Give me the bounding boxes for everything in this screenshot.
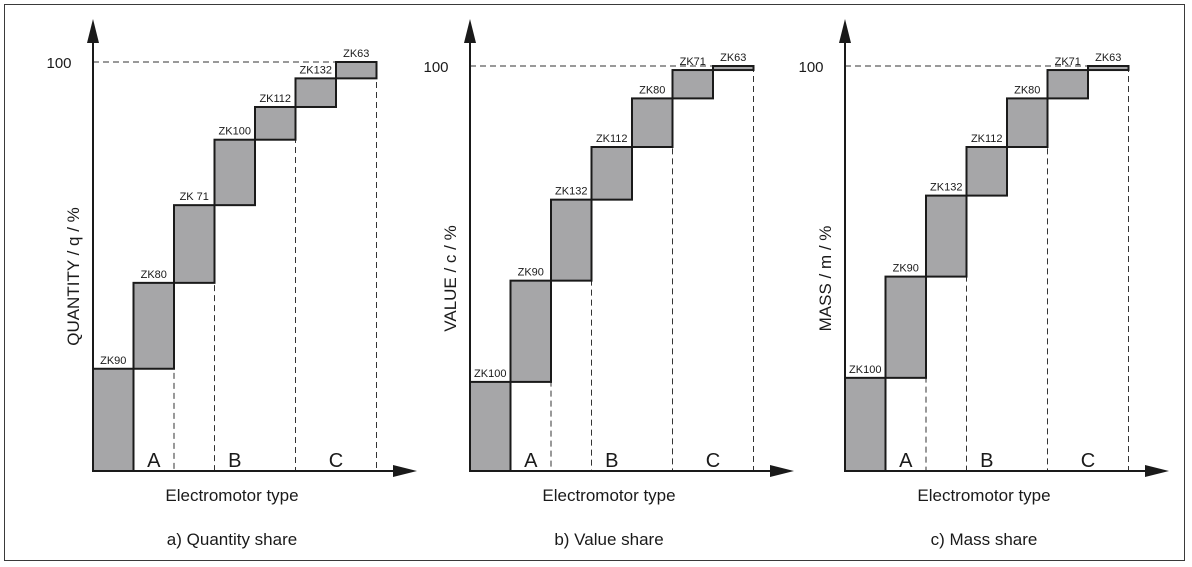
bar-label: ZK112	[971, 133, 1003, 145]
bar-zk63	[712, 65, 755, 72]
y-axis-arrow	[87, 19, 99, 43]
bar-zk71	[1046, 69, 1089, 100]
bar-label: ZK63	[1095, 52, 1121, 64]
bar-label: ZK132	[555, 186, 587, 198]
bar-zk90	[92, 367, 135, 472]
y-axis-label: VALUE / c / %	[441, 225, 460, 331]
bar-label: ZK63	[343, 48, 369, 60]
bar-label: ZK100	[474, 368, 506, 380]
figure-frame: ZK90 ZK80 ZK 71 ZK100 ZK112 ZK132 ZK63 100 QUANT…	[4, 4, 1185, 561]
group-label-b: B	[228, 450, 241, 472]
bar-label: ZK80	[1014, 84, 1040, 96]
bar-zk112	[590, 146, 633, 201]
bar-label: ZK132	[930, 182, 962, 194]
bar-label: ZK71	[680, 56, 706, 68]
group-label-b: B	[605, 450, 618, 472]
group-label-a: A	[524, 450, 538, 472]
bar-zk80	[132, 281, 175, 370]
bar-label: ZK90	[893, 263, 919, 275]
group-label-b: B	[980, 450, 993, 472]
x-axis-arrow	[1145, 465, 1169, 477]
bar-zk112	[254, 105, 297, 141]
bar-label: ZK100	[849, 364, 881, 376]
group-label-a: A	[899, 450, 913, 472]
bar-zk63	[1087, 65, 1130, 72]
chart-panel-mass: ZK100 ZK90 ZK132 ZK112 ZK80 ZK71 ZK63 100 MASS /…	[798, 19, 1169, 549]
bar-zk100	[844, 376, 887, 473]
bar-zk132	[550, 198, 593, 282]
x-axis-label: Electromotor type	[917, 486, 1050, 505]
bar-zk90	[509, 279, 552, 383]
bar-zk80	[1006, 97, 1049, 148]
bar-label: ZK100	[219, 126, 251, 138]
bar-label: ZK112	[596, 133, 628, 145]
bar-zk63	[335, 61, 378, 80]
group-label-c: C	[329, 450, 343, 472]
group-label-a: A	[147, 450, 161, 472]
bar-label: ZK132	[300, 64, 332, 76]
y-tick-label: 100	[46, 55, 71, 72]
bar-label: ZK63	[720, 52, 746, 64]
group-label-c: C	[706, 450, 720, 472]
bar-label: ZK71	[1055, 56, 1081, 68]
panel-caption: c) Mass share	[931, 530, 1038, 549]
bar-zk132	[925, 194, 968, 278]
y-axis-label: QUANTITY / q / %	[64, 207, 83, 346]
y-tick-label: 100	[798, 59, 823, 76]
y-axis-arrow	[464, 19, 476, 43]
y-tick-label: 100	[423, 59, 448, 76]
y-axis-label: MASS / m / %	[816, 226, 835, 332]
bar-zk90	[884, 275, 927, 379]
bar-zk80	[631, 97, 674, 148]
bar-label: ZK90	[100, 355, 126, 367]
bar-zk112	[965, 146, 1008, 197]
bar-label: ZK112	[259, 93, 291, 105]
bar-label: ZK80	[141, 269, 167, 281]
x-axis-arrow	[770, 465, 794, 477]
bar-label: ZK80	[639, 84, 665, 96]
bar-label: ZK 71	[180, 191, 209, 203]
bar-zk100	[213, 138, 256, 207]
bar-zk71	[671, 69, 714, 100]
chart-panel-value: ZK100 ZK90 ZK132 ZK112 ZK80 ZK71 ZK63 100 VALUE …	[423, 19, 794, 549]
group-label-c: C	[1081, 450, 1095, 472]
bar-zk132	[294, 77, 337, 108]
bar-label: ZK90	[518, 267, 544, 279]
y-axis-arrow	[839, 19, 851, 43]
chart-panel-quantity: ZK90 ZK80 ZK 71 ZK100 ZK112 ZK132 ZK63 100 QUANT…	[46, 19, 417, 549]
panel-caption: a) Quantity share	[167, 530, 297, 549]
x-axis-arrow	[393, 465, 417, 477]
panel-caption: b) Value share	[554, 530, 663, 549]
x-axis-label: Electromotor type	[165, 486, 298, 505]
bar-zk71	[173, 204, 216, 284]
bar-zk100	[469, 380, 512, 472]
x-axis-label: Electromotor type	[542, 486, 675, 505]
